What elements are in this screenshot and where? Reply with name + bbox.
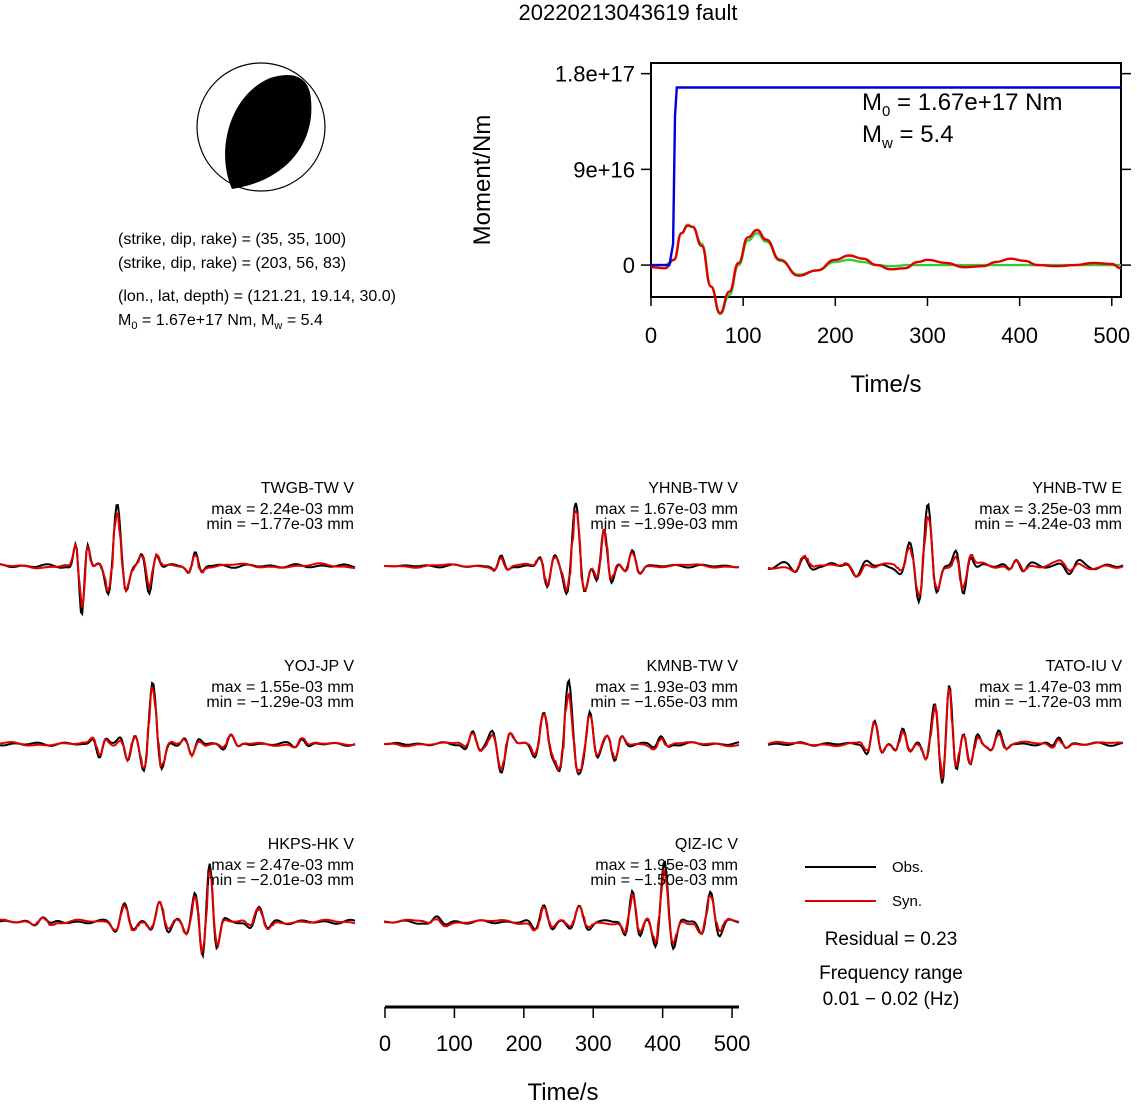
station-label: TATO-IU V <box>1046 658 1123 675</box>
moment-rate-plot: 09e+161.8e+170 100 200 300 400 500 Moment/Nm … <box>469 62 1131 398</box>
moment-m0-annotation: M0 = 1.67e+17 Nm <box>862 89 1062 120</box>
frequency-range-title: Frequency range <box>819 963 963 984</box>
synthetic-trace <box>0 868 356 956</box>
station-max: max = 3.25e-03 mm <box>979 501 1122 518</box>
legend-observed-label: Obs. <box>892 859 924 876</box>
frequency-range-values: 0.01 − 0.02 (Hz) <box>823 989 960 1010</box>
moment-xtick-label: 500 <box>1093 323 1130 348</box>
station-label: KMNB-TW V <box>646 658 738 675</box>
synthetic-trace <box>767 686 1124 780</box>
station-min: min = −1.99e-03 mm <box>590 516 738 533</box>
nodal-plane-2: (strike, dip, rake) = (203, 56, 83) <box>118 255 347 272</box>
station-min: min = −1.50e-03 mm <box>590 872 738 889</box>
residual-text: Residual = 0.23 <box>825 929 958 950</box>
moment-xtick-label: 200 <box>817 323 854 348</box>
station-label: YHNB-TW V <box>648 480 738 497</box>
station-label: YHNB-TW E <box>1032 480 1122 497</box>
moment-plot-frame <box>650 62 1122 298</box>
moment-series-source-time-function-red <box>650 224 1122 315</box>
synthetic-trace <box>384 869 740 947</box>
station-max: max = 1.55e-03 mm <box>211 679 354 696</box>
waveform-xtick-label: 0 <box>379 1031 391 1056</box>
hypocenter-location: (lon., lat, depth) = (121.21, 19.14, 30.… <box>118 288 396 305</box>
station-label: YOJ-JP V <box>284 658 354 675</box>
moment-mw-annotation: Mw = 5.4 <box>862 121 954 152</box>
legend: Obs. Syn. <box>805 859 924 910</box>
figure-title: 20220213043619 fault <box>518 0 738 25</box>
synthetic-trace <box>0 510 356 608</box>
station-min: min = −1.72e-03 mm <box>974 694 1122 711</box>
station-max: max = 1.47e-03 mm <box>979 679 1122 696</box>
legend-synthetic-label: Syn. <box>892 893 922 910</box>
moment-xtick-label: 0 <box>645 323 657 348</box>
moment-curves <box>650 86 1122 316</box>
station-label: HKPS-HK V <box>268 836 355 853</box>
waveform-time-axis: Time/s 0 100 200 300 400 500 <box>379 1005 751 1104</box>
moment-axis-ticks: 0 9e+16 1.8e+17 0 100 200 300 400 500 <box>555 62 1131 348</box>
moment-xlabel: Time/s <box>850 371 921 398</box>
moment-series-cumulative-moment <box>651 86 1121 267</box>
moment-xtick-label: 300 <box>909 323 946 348</box>
focal-mechanism-beachball <box>196 62 326 192</box>
waveform-xtick-label: 200 <box>505 1031 542 1056</box>
moment-xtick-label: 400 <box>1001 323 1038 348</box>
waveform-xtick-label: 100 <box>436 1031 473 1056</box>
station-label: QIZ-IC V <box>675 836 738 853</box>
beachball-compressional-quadrant <box>225 74 312 189</box>
waveform-xtick-label: 400 <box>644 1031 681 1056</box>
station-max: max = 2.47e-03 mm <box>211 857 354 874</box>
station-min: min = −1.65e-03 mm <box>590 694 738 711</box>
station-label: TWGB-TW V <box>261 480 355 497</box>
station-max: max = 1.67e-03 mm <box>595 501 738 518</box>
station-min: min = −1.29e-03 mm <box>206 694 354 711</box>
moment-ylabel: Moment/Nm <box>469 115 496 246</box>
station-min: min = −2.01e-03 mm <box>206 872 354 889</box>
synthetic-trace <box>767 515 1124 598</box>
synthetic-trace <box>384 510 740 594</box>
moment-ytick-label: 1.8e+17 <box>555 62 635 87</box>
station-min: min = −4.24e-03 mm <box>974 516 1122 533</box>
synthetic-trace <box>0 685 356 770</box>
waveform-xlabel: Time/s <box>527 1079 598 1104</box>
waveform-xtick-label: 300 <box>575 1031 612 1056</box>
nodal-plane-1: (strike, dip, rake) = (35, 35, 100) <box>118 231 347 248</box>
moment-ytick-label: 9e+16 <box>573 157 635 182</box>
moment-xtick-label: 100 <box>725 323 762 348</box>
waveform-xtick-label: 500 <box>714 1031 751 1056</box>
station-max: max = 1.95e-03 mm <box>595 857 738 874</box>
station-max: max = 1.93e-03 mm <box>595 679 738 696</box>
station-max: max = 2.24e-03 mm <box>211 501 354 518</box>
synthetic-trace <box>383 691 740 774</box>
moment-ytick-label: 0 <box>623 253 635 278</box>
station-min: min = −1.77e-03 mm <box>206 516 354 533</box>
moment-magnitude-line: M0 = 1.67e+17 Nm, Mw = 5.4 <box>118 312 323 333</box>
